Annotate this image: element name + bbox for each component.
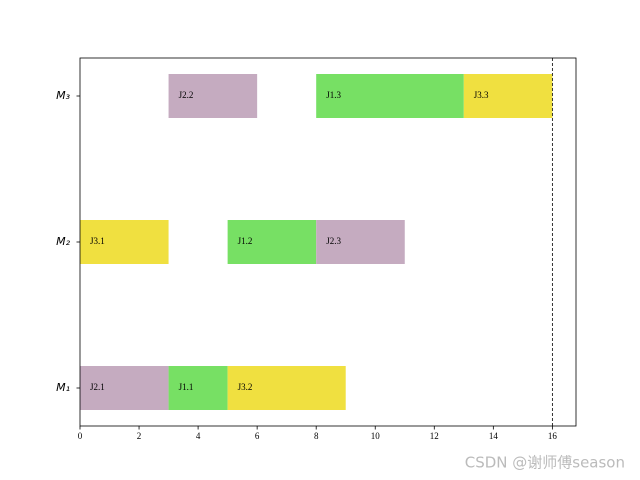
- x-tick-label: 4: [196, 431, 201, 441]
- task-label: J3.2: [238, 382, 253, 392]
- x-tick-label: 10: [371, 431, 381, 441]
- y-tick-label: M₂: [56, 235, 70, 248]
- task-bar: [227, 366, 346, 410]
- y-tick-label: M₃: [56, 89, 70, 102]
- x-tick-label: 2: [137, 431, 142, 441]
- task-bar: [168, 74, 258, 118]
- x-tick-label: 6: [255, 431, 260, 441]
- task-label: J2.1: [90, 382, 105, 392]
- task-label: J2.3: [326, 236, 341, 246]
- y-tick-label: M₁: [56, 381, 70, 394]
- x-tick-label: 8: [314, 431, 319, 441]
- x-tick-label: 16: [548, 431, 558, 441]
- task-bar: [316, 220, 405, 264]
- x-tick-label: 0: [78, 431, 83, 441]
- task-bar: [168, 366, 228, 410]
- task-label: J3.3: [474, 90, 489, 100]
- task-bar: [227, 220, 317, 264]
- watermark: CSDN @谢师傅season: [465, 454, 625, 472]
- task-label: J1.1: [179, 382, 194, 392]
- x-tick-label: 14: [489, 431, 499, 441]
- task-bar: [463, 74, 553, 118]
- task-bar: [80, 366, 169, 410]
- task-label: J1.2: [238, 236, 253, 246]
- task-bar: [80, 220, 169, 264]
- task-bar: [316, 74, 464, 118]
- x-tick-label: 12: [430, 431, 439, 441]
- task-label: J2.2: [179, 90, 194, 100]
- task-label: J3.1: [90, 236, 105, 246]
- task-label: J1.3: [326, 90, 341, 100]
